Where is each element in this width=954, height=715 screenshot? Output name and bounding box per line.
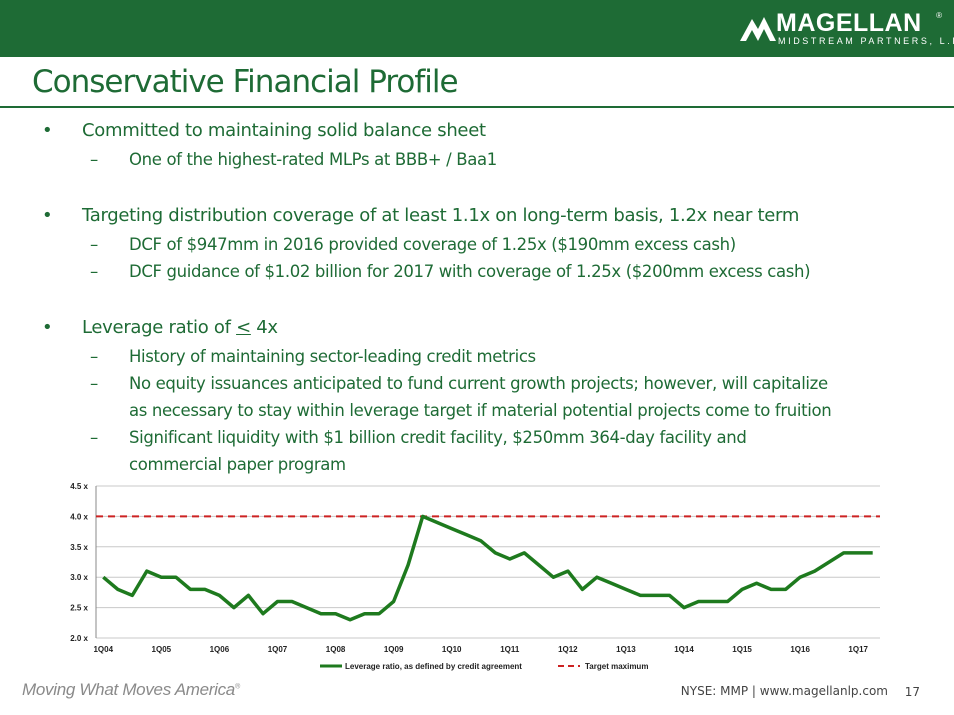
logo-registered-mark: ® (936, 11, 942, 20)
bullet-text: Targeting distribution coverage of at le… (82, 205, 800, 226)
dash-icon: – (90, 150, 99, 169)
bullet-dot-icon: • (42, 120, 53, 141)
y-axis-ticks: 2.0 x 2.5 x 3.0 x 3.5 x 4.0 x 4.5 x (70, 482, 88, 643)
bullet-text-suffix: 4x (250, 317, 278, 338)
y-tick-label: 3.5 x (70, 543, 88, 552)
x-tick-label: 1Q05 (152, 645, 172, 654)
tagline-text: Moving What Moves America (22, 680, 235, 699)
x-tick-label: 1Q16 (790, 645, 810, 654)
leverage-series (102, 514, 873, 622)
slide-title: Conservative Financial Profile (32, 64, 459, 100)
x-tick-label: 1Q09 (384, 645, 404, 654)
y-tick-label: 2.5 x (70, 604, 88, 613)
footer-ticker-site: NYSE: MMP | www.magellanlp.com (680, 684, 888, 698)
x-tick-label: 1Q17 (848, 645, 868, 654)
bullet-text-symbol: < (236, 317, 251, 338)
sub-bullet-text: as necessary to stay within leverage tar… (129, 401, 832, 420)
x-tick-label: 1Q13 (616, 645, 636, 654)
x-tick-label: 1Q10 (442, 645, 462, 654)
bullet-text-prefix: Leverage ratio of (82, 317, 237, 338)
x-tick-label: 1Q11 (500, 645, 520, 654)
dash-icon: – (90, 374, 99, 393)
legend-label-leverage: Leverage ratio, as defined by credit agr… (345, 662, 522, 671)
bullet-dot-icon: • (42, 205, 53, 226)
y-tick-label: 4.5 x (70, 482, 88, 491)
logo-mountain-icon (740, 17, 776, 41)
bullet-text: Leverage ratio of < 4x (82, 317, 278, 338)
leverage-line (102, 514, 873, 622)
sub-bullet-text: DCF of $947mm in 2016 provided coverage … (129, 235, 736, 254)
company-logo: MAGELLAN ® MIDSTREAM PARTNERS, L.P. (740, 9, 954, 51)
bullet-text: Committed to maintaining solid balance s… (82, 120, 486, 141)
chart-grid (95, 485, 880, 639)
page-number: 17 (904, 685, 920, 699)
x-tick-label: 1Q15 (732, 645, 752, 654)
x-tick-label: 1Q08 (326, 645, 346, 654)
dash-icon: – (90, 235, 99, 254)
logo-subtitle: MIDSTREAM PARTNERS, L.P. (778, 36, 954, 46)
dash-icon: – (90, 428, 99, 447)
dash-icon: – (90, 262, 99, 281)
bullet-dot-icon: • (42, 317, 53, 338)
sub-bullet-text: DCF guidance of $1.02 billion for 2017 w… (129, 262, 811, 281)
title-divider (0, 106, 954, 108)
chart-legend: Leverage ratio, as defined by credit agr… (320, 662, 648, 671)
footer-tagline: Moving What Moves America® (22, 680, 240, 700)
tagline-mark: ® (234, 683, 240, 691)
sub-bullet-text: Significant liquidity with $1 billion cr… (129, 428, 747, 447)
legend-label-target: Target maximum (585, 662, 648, 671)
sub-bullet-text: History of maintaining sector-leading cr… (129, 347, 536, 366)
x-tick-label: 1Q04 (93, 645, 113, 654)
y-tick-label: 3.0 x (70, 573, 88, 582)
x-tick-label: 1Q06 (210, 645, 230, 654)
dash-icon: – (90, 347, 99, 366)
sub-bullet-text: No equity issuances anticipated to fund … (129, 374, 828, 393)
x-tick-label: 1Q14 (674, 645, 694, 654)
header-bar: MAGELLAN ® MIDSTREAM PARTNERS, L.P. (0, 0, 954, 57)
leverage-chart: 2.0 x2.5 x3.0 x3.5 x4.0 x4.5 x 1Q04 1Q05 1… (70, 482, 880, 671)
sub-bullet-text: One of the highest-rated MLPs at BBB+ / … (129, 150, 497, 169)
sub-bullet-text: commercial paper program (129, 455, 346, 474)
y-tick-label: 4.0 x (70, 512, 88, 521)
x-tick-label: 1Q12 (558, 645, 578, 654)
logo-name: MAGELLAN (776, 9, 922, 37)
x-axis-ticks: 1Q04 1Q05 1Q06 1Q07 1Q08 1Q09 1Q10 1Q11 1Q12 1Q13… (93, 645, 868, 654)
y-tick-label: 2.0 x (70, 634, 88, 643)
x-tick-label: 1Q07 (268, 645, 288, 654)
